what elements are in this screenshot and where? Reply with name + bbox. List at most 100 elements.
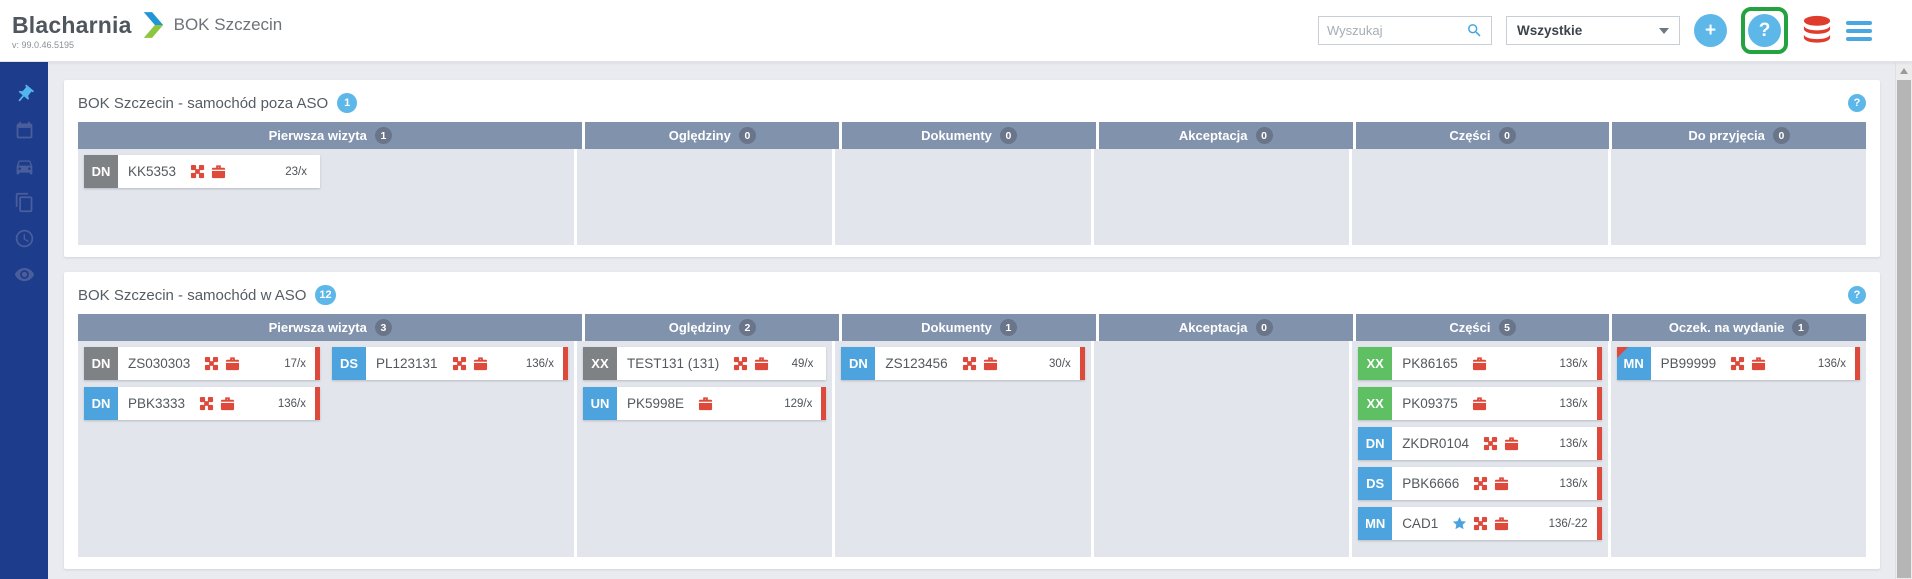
- scroll-up-arrow[interactable]: [1900, 68, 1908, 74]
- status-tag: DN: [84, 387, 118, 420]
- puzzle-icon: [452, 356, 466, 371]
- section-title: BOK Szczecin - samochód poza ASO: [78, 94, 329, 112]
- plate-number: CAD1: [1402, 516, 1439, 531]
- board-main: BOK Szczecin - samochód poza ASO 1 ? Pie…: [48, 62, 1912, 579]
- card-counter: 23/x: [285, 165, 307, 178]
- copy-icon: [15, 192, 32, 212]
- column-label: Pierwsza wizyta: [268, 128, 367, 143]
- app-header: Blacharnia BOK Szczecin v: 99.0.46.5195 …: [0, 0, 1912, 62]
- plate-number: ZS123456: [885, 356, 948, 371]
- sidebar-item-pin[interactable]: [0, 76, 48, 112]
- status-tag: DN: [841, 347, 876, 380]
- column-header: Pierwsza wizyta 3: [78, 314, 586, 341]
- database-icon[interactable]: [1802, 15, 1832, 47]
- section-title: BOK Szczecin - samochód w ASO: [78, 286, 307, 304]
- sidebar-item-watch[interactable]: [0, 256, 48, 292]
- card-counter: 49/x: [791, 357, 814, 370]
- column-header: Do przyjęcia 0: [1612, 122, 1866, 149]
- plate-number: PBK6666: [1402, 476, 1460, 491]
- column-count-badge: 5: [1498, 319, 1516, 336]
- column-body: DN KK5353 23/x: [78, 149, 577, 245]
- status-tag: MN: [1358, 507, 1393, 540]
- column-count-badge: 0: [1498, 127, 1516, 144]
- clipboard-icon: [1472, 397, 1486, 411]
- search-input[interactable]: [1327, 23, 1466, 38]
- card-counter: 136/x: [277, 397, 306, 410]
- sidebar-item-history[interactable]: [0, 220, 48, 256]
- section-count-badge: 1: [337, 93, 358, 113]
- vehicle-card[interactable]: DN ZKDR0104 136/x: [1358, 427, 1602, 460]
- column-count-badge: 0: [1255, 127, 1273, 144]
- section-help-icon[interactable]: ?: [1848, 286, 1866, 304]
- clipboard-icon: [1752, 357, 1766, 371]
- vehicle-card[interactable]: MN CAD1 136/-22: [1358, 507, 1602, 540]
- alert-strip: [1596, 387, 1602, 420]
- column-header: Części 5: [1355, 314, 1613, 341]
- column-header: Akceptacja 0: [1098, 122, 1356, 149]
- column-body: [576, 149, 836, 245]
- vehicle-card[interactable]: XX PK86165 136/x: [1358, 347, 1602, 380]
- column-count-badge: 0: [1255, 319, 1273, 336]
- status-tag: DN: [84, 155, 118, 188]
- card-counter: 30/x: [1049, 357, 1071, 370]
- search-box: [1318, 16, 1492, 45]
- column-body: XX TEST131 (131) 49/x UN PK5998E: [576, 341, 836, 557]
- column-count-badge: 1: [1792, 319, 1810, 336]
- vehicle-card[interactable]: UN PK5998E 129/x: [582, 387, 827, 420]
- vehicle-card[interactable]: DN ZS123456 30/x: [841, 347, 1085, 380]
- menu-button[interactable]: [1846, 17, 1872, 45]
- column-count-badge: 2: [738, 319, 756, 336]
- status-tag: DS: [1358, 467, 1393, 500]
- location-title: BOK Szczecin: [173, 15, 283, 34]
- column-count-badge: 1: [374, 127, 392, 144]
- column-body: [1093, 341, 1353, 557]
- plate-number: TEST131 (131): [626, 356, 720, 371]
- sidebar-item-car[interactable]: [0, 148, 48, 184]
- help-button[interactable]: ?: [1748, 14, 1781, 47]
- scrollbar-thumb[interactable]: [1897, 80, 1911, 578]
- puzzle-icon: [1474, 516, 1488, 531]
- alert-strip: [1855, 347, 1860, 380]
- sidebar: [0, 62, 48, 579]
- pin-icon: [18, 84, 34, 101]
- column-label: Do przyjęcia: [1688, 128, 1765, 143]
- status-tag: DN: [84, 347, 118, 380]
- vehicle-card[interactable]: XX TEST131 (131) 49/x: [582, 347, 827, 380]
- search-icon[interactable]: [1466, 22, 1483, 39]
- alert-strip: [1596, 507, 1602, 540]
- vehicle-card[interactable]: DN KK5353 23/x: [84, 155, 320, 188]
- scrollbar[interactable]: [1895, 63, 1912, 579]
- sidebar-item-calendar[interactable]: [0, 112, 48, 148]
- menu-bar: [1846, 28, 1872, 33]
- plate-number: PK09375: [1402, 396, 1458, 411]
- puzzle-icon: [1483, 436, 1498, 451]
- column-body: XX PK86165 136/x XX PK09375: [1352, 341, 1611, 557]
- car-icon: [16, 159, 32, 174]
- column-label: Dokumenty: [921, 320, 992, 335]
- vehicle-card[interactable]: DN ZS030303 17/x: [84, 347, 320, 380]
- puzzle-icon: [205, 356, 219, 371]
- alert-strip: [1596, 347, 1602, 380]
- filter-dropdown-value: Wszystkie: [1517, 23, 1583, 38]
- puzzle-icon: [734, 356, 748, 371]
- clipboard-icon: [983, 357, 997, 371]
- sidebar-item-copy[interactable]: [0, 184, 48, 220]
- section-help-icon[interactable]: ?: [1848, 94, 1866, 112]
- alert-strip: [562, 347, 568, 380]
- status-tag: XX: [1358, 387, 1393, 420]
- add-button[interactable]: +: [1694, 14, 1727, 47]
- vehicle-card[interactable]: XX PK09375 136/x: [1358, 387, 1602, 420]
- filter-dropdown[interactable]: Wszystkie: [1506, 16, 1680, 45]
- vehicle-card[interactable]: MN PB99999 136/x: [1616, 347, 1860, 380]
- column-label: Części: [1449, 320, 1491, 335]
- column-body: [1352, 149, 1611, 245]
- vehicle-card[interactable]: DS PBK6666 136/x: [1358, 467, 1602, 500]
- vehicle-card[interactable]: DN PBK3333 136/x: [84, 387, 320, 420]
- column-header: Części 0: [1355, 122, 1613, 149]
- card-counter: 17/x: [284, 357, 306, 370]
- logo-block: Blacharnia BOK Szczecin v: 99.0.46.5195: [12, 12, 282, 50]
- alert-strip: [821, 387, 827, 420]
- vehicle-card[interactable]: DS PL123131 136/x: [331, 347, 568, 380]
- column-body: MN PB99999 136/x: [1610, 341, 1866, 557]
- alert-strip: [1596, 427, 1602, 460]
